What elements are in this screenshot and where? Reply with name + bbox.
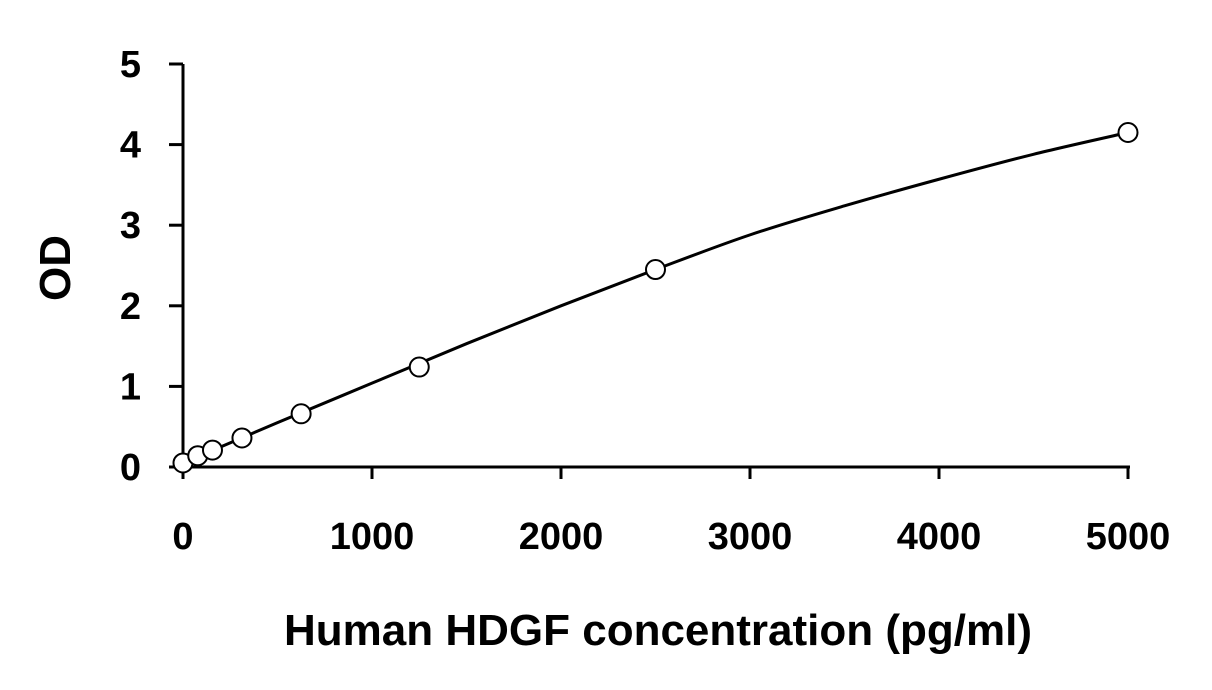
y-tick-label: 2 [120,286,141,328]
data-point [290,403,312,425]
x-tick-label: 0 [172,516,193,558]
y-tick-label: 5 [120,44,141,86]
x-tick-label: 3000 [708,516,793,558]
y-axis-title: OD [31,235,80,301]
data-points-group [172,122,1139,474]
y-tick-label: 4 [120,125,141,167]
x-tick-label: 4000 [897,516,982,558]
y-tick-label: 0 [120,447,141,489]
fit-curve-line [182,131,1129,465]
data-point [201,439,223,461]
y-tick-label: 3 [120,205,141,247]
data-point [645,259,666,281]
x-tick-label: 2000 [519,516,604,558]
data-point [1117,122,1139,144]
x-tick-label: 1000 [330,516,415,558]
fit-curve-group [182,131,1129,465]
y-tick-labels: 0 1 2 3 4 5 [120,44,141,489]
x-tick-label: 5000 [1086,516,1171,558]
data-point [231,427,253,449]
x-axis-title: Human HDGF concentration (pg/ml) [284,606,1032,655]
x-tick-labels: 0 1000 2000 3000 4000 5000 [172,516,1170,558]
data-point [408,356,430,378]
y-tick-label: 1 [120,366,141,408]
axes [169,62,1130,479]
